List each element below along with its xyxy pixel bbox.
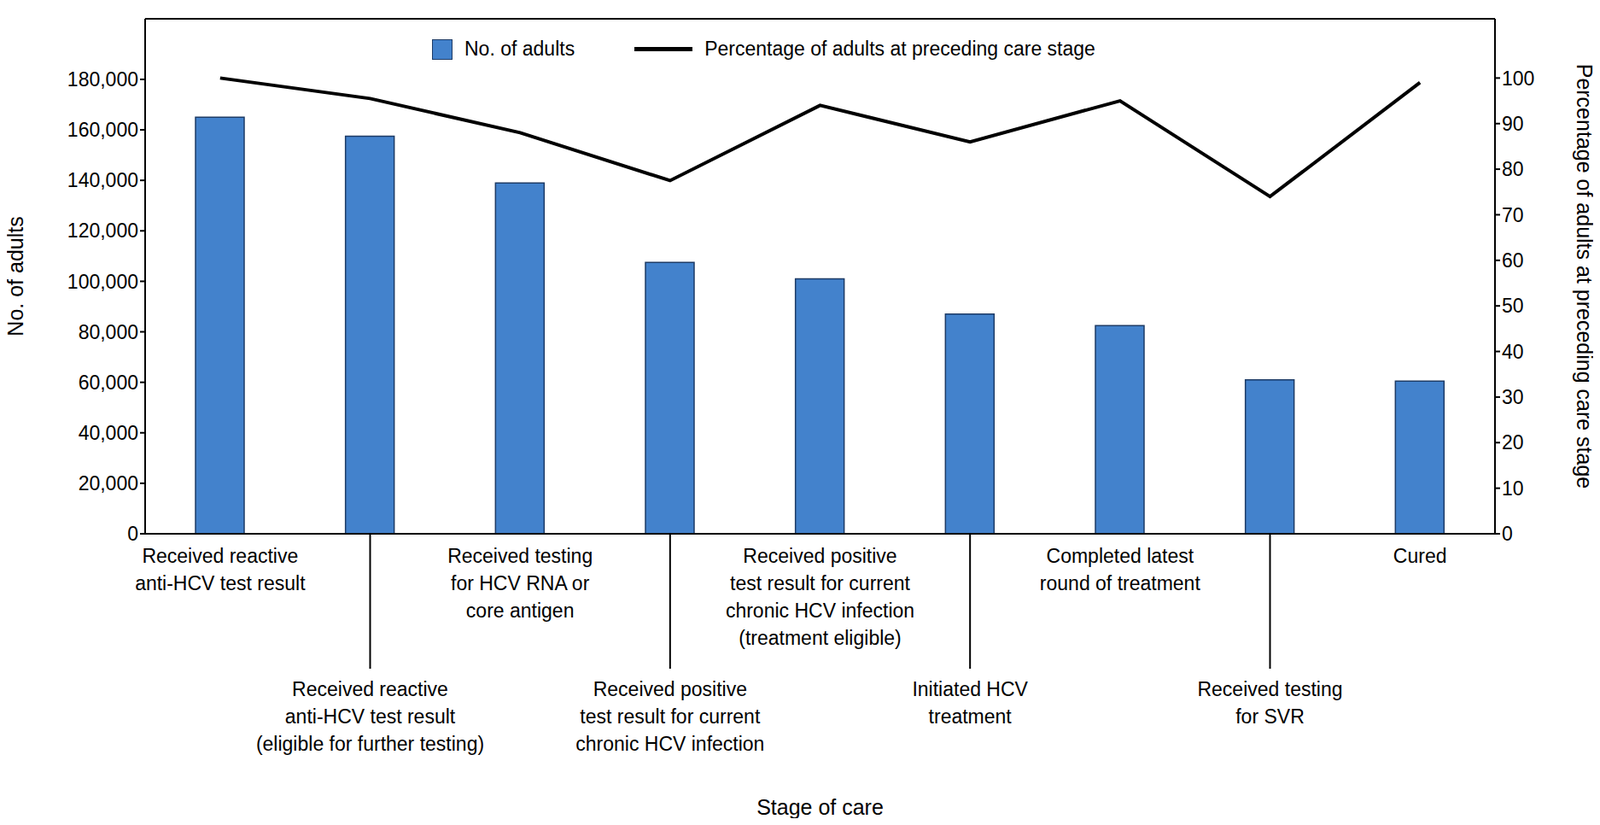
svg-text:80,000: 80,000: [78, 321, 139, 344]
svg-text:160,000: 160,000: [67, 118, 139, 141]
svg-text:40,000: 40,000: [78, 421, 139, 444]
svg-text:120,000: 120,000: [67, 219, 139, 242]
svg-text:60,000: 60,000: [78, 371, 139, 394]
svg-text:10: 10: [1501, 477, 1525, 500]
svg-text:90: 90: [1501, 112, 1525, 135]
html-text:No. of adults: No. of adults: [464, 37, 575, 60]
svg-text:Received testingfor SVR: Received testingfor SVR: [1197, 677, 1343, 728]
svg-text:No. of adults: No. of adults: [6, 216, 28, 336]
svg-text:Initiated HCVtreatment: Initiated HCVtreatment: [911, 677, 1028, 728]
svg-text:60: 60: [1501, 249, 1525, 272]
svg-text:Percentage of adults at preced: Percentage of adults at preceding care s…: [1572, 64, 1594, 490]
svg-text:70: 70: [1501, 204, 1525, 227]
svg-text:Received testingfor HCV RNA or: Received testingfor HCV RNA orcore antig…: [447, 544, 593, 622]
svg-text:Stage of care: Stage of care: [756, 794, 884, 818]
svg-text:Received reactiveanti-HCV test: Received reactiveanti-HCV test result: [134, 544, 306, 595]
svg-text:100,000: 100,000: [67, 270, 139, 293]
svg-text:0: 0: [127, 522, 139, 545]
svg-text:Cured: Cured: [1393, 544, 1448, 567]
svg-text:Completed latestround of treat: Completed latestround of treatment: [1039, 544, 1202, 595]
svg-text:100: 100: [1501, 67, 1535, 90]
svg-text:20,000: 20,000: [78, 472, 139, 495]
svg-text:180,000: 180,000: [67, 68, 139, 91]
svg-text:30: 30: [1501, 385, 1525, 409]
svg-text:50: 50: [1501, 294, 1525, 317]
svg-text:40: 40: [1501, 340, 1525, 363]
svg-text:20: 20: [1501, 431, 1525, 454]
svg-text:80: 80: [1501, 157, 1525, 181]
html-text:Percentage of adults at preced: Percentage of adults at preceding care s…: [704, 37, 1096, 60]
svg-text:140,000: 140,000: [67, 169, 139, 192]
svg-text:Received positivetest result f: Received positivetest result for current…: [725, 544, 915, 649]
svg-text:0: 0: [1501, 522, 1513, 545]
svg-text:Received positivetest result f: Received positivetest result for current…: [575, 677, 765, 755]
svg-text:Received reactiveanti-HCV test: Received reactiveanti-HCV test result(el…: [256, 677, 485, 755]
